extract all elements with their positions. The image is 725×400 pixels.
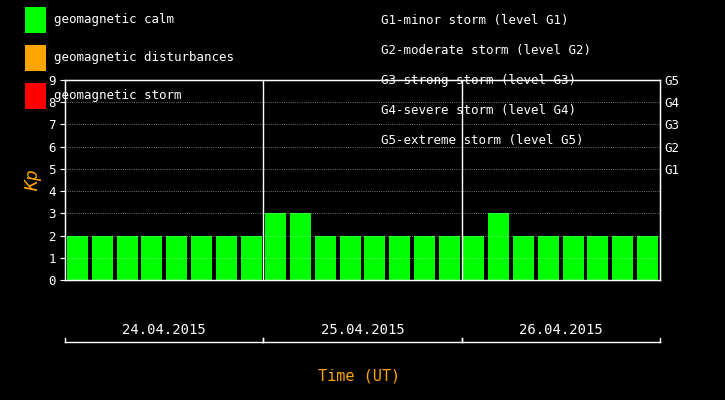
- Bar: [538, 236, 559, 280]
- Text: geomagnetic calm: geomagnetic calm: [54, 14, 175, 26]
- Bar: [241, 236, 262, 280]
- Bar: [488, 213, 509, 280]
- Text: G4-severe storm (level G4): G4-severe storm (level G4): [381, 104, 576, 117]
- Bar: [166, 236, 187, 280]
- Y-axis label: Kp: Kp: [25, 169, 43, 191]
- Bar: [67, 236, 88, 280]
- Bar: [414, 236, 435, 280]
- Bar: [587, 236, 608, 280]
- Bar: [265, 213, 286, 280]
- Bar: [92, 236, 113, 280]
- Bar: [513, 236, 534, 280]
- Text: geomagnetic disturbances: geomagnetic disturbances: [54, 52, 234, 64]
- Bar: [612, 236, 633, 280]
- Text: 26.04.2015: 26.04.2015: [519, 323, 602, 337]
- Text: G3-strong storm (level G3): G3-strong storm (level G3): [381, 74, 576, 87]
- Text: Time (UT): Time (UT): [318, 368, 400, 384]
- Bar: [216, 236, 237, 280]
- Bar: [463, 236, 484, 280]
- Bar: [141, 236, 162, 280]
- Text: geomagnetic storm: geomagnetic storm: [54, 90, 182, 102]
- Bar: [117, 236, 138, 280]
- Bar: [191, 236, 212, 280]
- Text: 24.04.2015: 24.04.2015: [123, 323, 206, 337]
- Bar: [315, 236, 336, 280]
- Text: G5-extreme storm (level G5): G5-extreme storm (level G5): [381, 134, 583, 147]
- Bar: [339, 236, 360, 280]
- Text: 25.04.2015: 25.04.2015: [320, 323, 405, 337]
- Bar: [439, 236, 460, 280]
- Bar: [389, 236, 410, 280]
- Bar: [563, 236, 584, 280]
- Text: G1-minor storm (level G1): G1-minor storm (level G1): [381, 14, 568, 27]
- Bar: [637, 236, 658, 280]
- Bar: [290, 213, 311, 280]
- Text: G2-moderate storm (level G2): G2-moderate storm (level G2): [381, 44, 591, 57]
- Bar: [365, 236, 386, 280]
